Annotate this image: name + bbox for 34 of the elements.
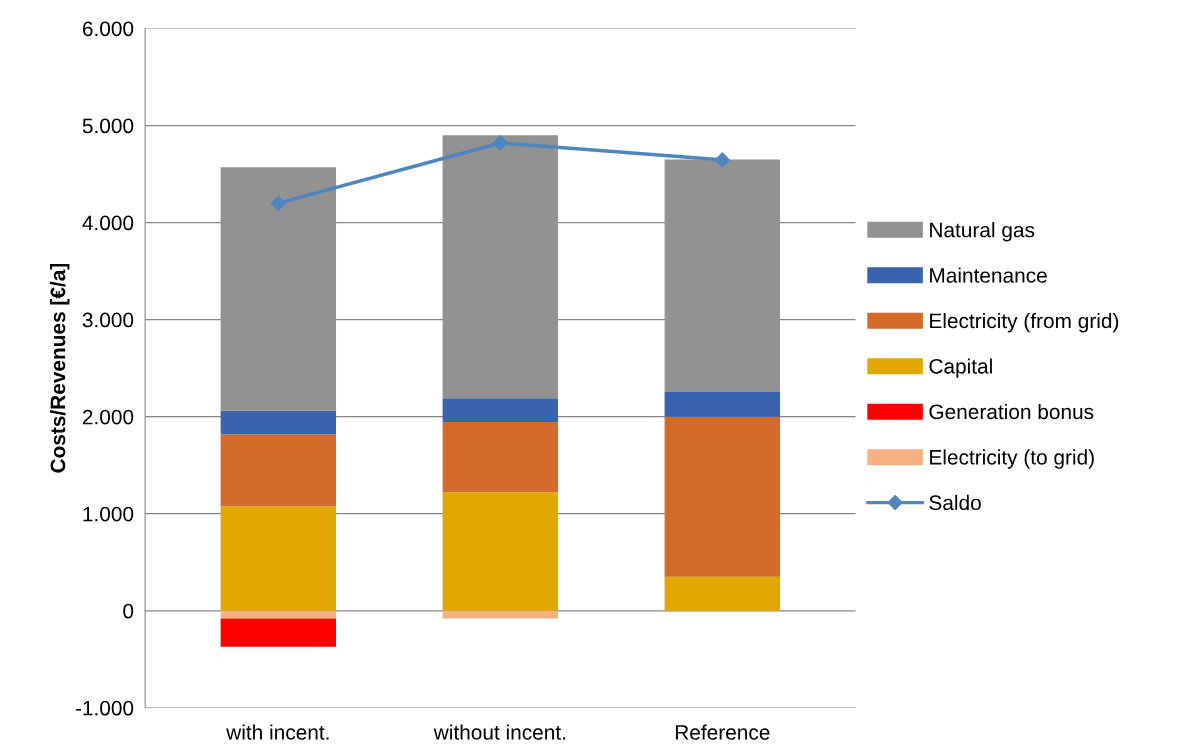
legend-label: Generation bonus xyxy=(929,403,1094,420)
y-tick-label: 1.000 xyxy=(83,506,134,522)
bar xyxy=(220,410,337,435)
point xyxy=(714,152,730,168)
bar xyxy=(442,610,559,619)
legend-label: Natural gas xyxy=(930,222,1035,242)
bar xyxy=(442,492,559,611)
y-tick-label: 4.000 xyxy=(82,215,134,231)
bar xyxy=(220,610,337,619)
y-axis-title: Costs/Revenues [€/a] xyxy=(49,263,70,473)
y-tick-label: 5.000 xyxy=(82,118,134,134)
y-tick-label: 2.000 xyxy=(82,409,134,425)
legend-label: Electricity (from grid) xyxy=(930,312,1119,333)
legend-label: Maintenance xyxy=(930,267,1047,283)
y-tick-label: 0 xyxy=(123,603,134,619)
bar xyxy=(664,391,781,417)
y-tick-label: -1.000 xyxy=(75,700,134,716)
x-tick-label: without incent. xyxy=(433,724,566,740)
bar xyxy=(220,506,337,611)
x-tick-label: with incent. xyxy=(226,724,329,740)
y-tick-label: 3.000 xyxy=(82,312,134,328)
legend-label: Saldo xyxy=(929,494,981,511)
y-tick-label: 6.000 xyxy=(82,21,134,37)
bar xyxy=(442,398,559,422)
bar xyxy=(442,422,559,493)
point xyxy=(270,195,286,211)
legend-label: Capital xyxy=(929,358,992,378)
point xyxy=(492,135,508,151)
bar xyxy=(220,618,337,647)
bar xyxy=(220,434,337,507)
bar xyxy=(664,416,781,577)
bar xyxy=(664,576,781,611)
x-tick-label: Reference xyxy=(675,724,770,740)
legend-label: Electricity (to grid) xyxy=(930,449,1094,469)
